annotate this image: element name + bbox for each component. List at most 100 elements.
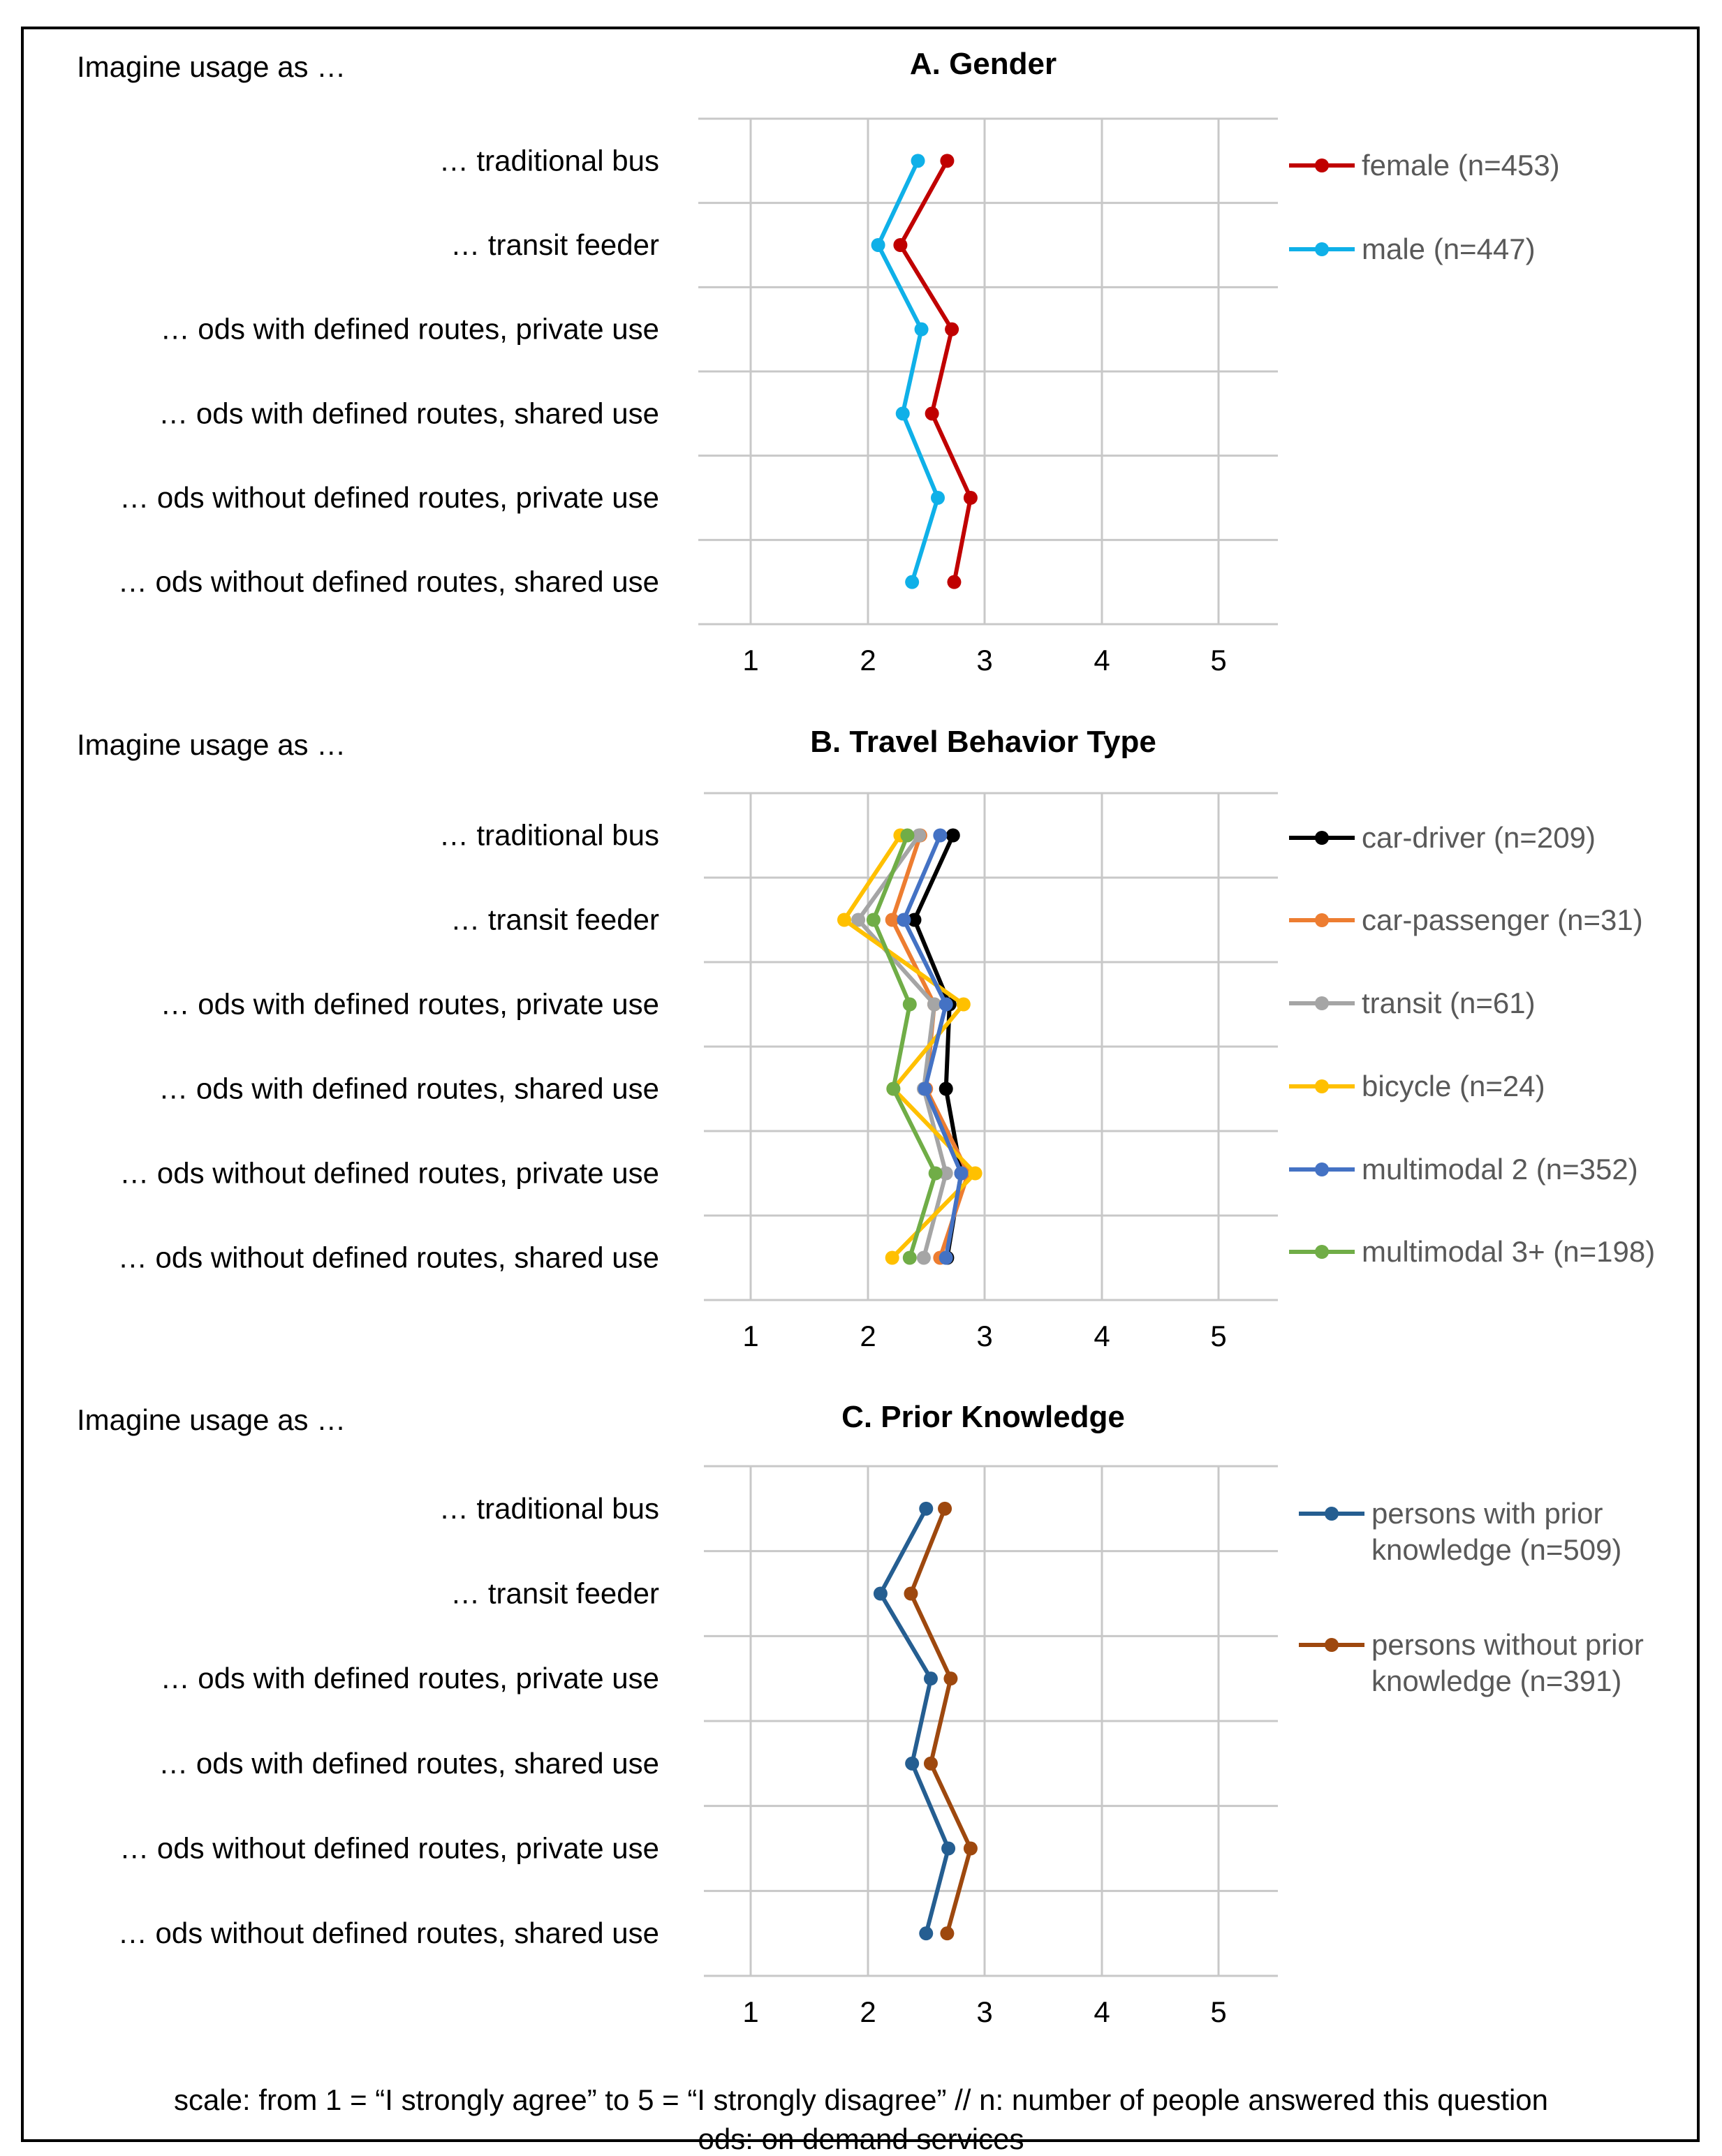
- x-tick-label: 3: [976, 644, 992, 677]
- legend-label-line: persons with prior: [1371, 1497, 1603, 1530]
- series-line: [842, 834, 978, 1260]
- legend-label-line: persons without prior: [1371, 1628, 1644, 1661]
- legend-swatch-marker: [1315, 242, 1329, 256]
- data-point: [939, 1166, 953, 1181]
- legend-label: transit (n=61): [1362, 987, 1536, 1019]
- data-point: [911, 154, 925, 168]
- category-label: … ods without defined routes, private us…: [119, 1832, 659, 1865]
- legend-label: multimodal 2 (n=352): [1362, 1153, 1638, 1186]
- x-tick-label: 2: [860, 1995, 876, 2028]
- category-label: … ods without defined routes, shared use: [118, 1917, 659, 1949]
- category-label: … ods with defined routes, private use: [161, 313, 659, 346]
- legend-label-line: knowledge (n=391): [1371, 1664, 1621, 1697]
- data-point: [893, 238, 908, 252]
- legend-swatch-marker: [1315, 158, 1329, 172]
- legend-label: male (n=447): [1362, 232, 1536, 265]
- category-label: … transit feeder: [450, 903, 659, 936]
- data-point: [900, 828, 915, 843]
- data-point: [968, 1166, 983, 1181]
- data-point: [938, 1501, 952, 1516]
- prompt-label: Imagine usage as …: [77, 1403, 346, 1436]
- x-tick-label: 5: [1210, 644, 1226, 677]
- data-point: [897, 913, 911, 927]
- data-point: [885, 913, 899, 927]
- data-point: [963, 1841, 978, 1856]
- chart-title: B. Travel Behavior Type: [810, 725, 1156, 759]
- panel-gender: A. Gender Imagine usage as … … traditional…: [77, 47, 1560, 677]
- chart-title: C. Prior Knowledge: [841, 1400, 1125, 1434]
- data-point: [945, 828, 960, 843]
- x-tick-label: 2: [860, 644, 876, 677]
- data-point: [943, 1671, 958, 1686]
- data-point: [956, 997, 971, 1012]
- category-label: … transit feeder: [450, 1577, 659, 1610]
- legend-label-line: knowledge (n=509): [1371, 1533, 1621, 1566]
- data-point: [895, 406, 910, 421]
- legend-swatch-marker: [1315, 831, 1329, 845]
- data-point: [907, 913, 922, 927]
- series-line: [876, 160, 940, 583]
- data-point: [851, 913, 866, 927]
- data-point: [866, 913, 881, 927]
- legend-swatch-marker: [1315, 913, 1329, 927]
- data-point: [871, 238, 885, 252]
- data-point: [912, 828, 927, 843]
- legend-label: persons with prior knowledge (n=509): [1371, 1497, 1621, 1566]
- data-point: [905, 1756, 920, 1771]
- data-point: [919, 1501, 934, 1516]
- data-point: [886, 1081, 901, 1096]
- category-label: … ods with defined routes, shared use: [159, 1072, 659, 1105]
- series-line: [908, 1507, 973, 1934]
- legend-label: multimodal 3+ (n=198): [1362, 1235, 1655, 1268]
- series-line: [902, 834, 964, 1259]
- legend-label: car-driver (n=209): [1362, 821, 1596, 854]
- data-point: [945, 322, 959, 337]
- data-point: [939, 1081, 953, 1096]
- legend-swatch-marker: [1325, 1638, 1339, 1652]
- data-point: [919, 1926, 934, 1941]
- series-line: [898, 159, 973, 583]
- data-point: [939, 997, 953, 1012]
- prompt-label: Imagine usage as …: [77, 728, 346, 761]
- category-label: … traditional bus: [439, 1492, 659, 1525]
- category-label: … ods without defined routes, private us…: [119, 1157, 659, 1190]
- chart-title: A. Gender: [910, 47, 1057, 81]
- category-label: … traditional bus: [439, 144, 659, 177]
- x-tick-label: 1: [742, 1320, 758, 1352]
- data-point: [925, 406, 939, 421]
- legend-swatch-marker: [1325, 1507, 1339, 1521]
- data-point: [933, 828, 948, 843]
- data-point: [873, 1586, 888, 1601]
- legend-swatch-marker: [1315, 996, 1329, 1010]
- x-tick-label: 4: [1094, 1995, 1110, 2028]
- category-label: … ods without defined routes, shared use: [118, 1241, 659, 1274]
- data-point: [931, 491, 945, 505]
- data-point: [954, 1166, 969, 1181]
- x-tick-label: 1: [742, 644, 758, 677]
- category-label: … traditional bus: [439, 819, 659, 852]
- x-tick-label: 3: [976, 1995, 992, 2028]
- x-tick-label: 3: [976, 1320, 992, 1352]
- series-line: [878, 1507, 951, 1934]
- x-tick-label: 5: [1210, 1995, 1226, 2028]
- data-point: [940, 1926, 955, 1941]
- data-point: [885, 1250, 899, 1265]
- legend-swatch-marker: [1315, 1079, 1329, 1093]
- data-point: [939, 1250, 953, 1265]
- legend-swatch-marker: [1315, 1245, 1329, 1259]
- data-point: [902, 997, 917, 1012]
- data-point: [941, 1841, 956, 1856]
- legend-label: bicycle (n=24): [1362, 1070, 1545, 1102]
- category-label: … ods with defined routes, shared use: [159, 397, 659, 429]
- panel-travel-behavior-type: B. Travel Behavior Type Imagine usage as …: [77, 725, 1655, 1352]
- data-point: [923, 1756, 938, 1771]
- data-point: [914, 322, 929, 337]
- legend-swatch-marker: [1315, 1162, 1329, 1176]
- category-label: … ods without defined routes, private us…: [119, 481, 659, 514]
- x-tick-label: 1: [742, 1995, 758, 2028]
- x-tick-label: 5: [1210, 1320, 1226, 1352]
- x-tick-label: 4: [1094, 644, 1110, 677]
- legend-label: car-passenger (n=31): [1362, 903, 1643, 936]
- data-point: [923, 1671, 938, 1686]
